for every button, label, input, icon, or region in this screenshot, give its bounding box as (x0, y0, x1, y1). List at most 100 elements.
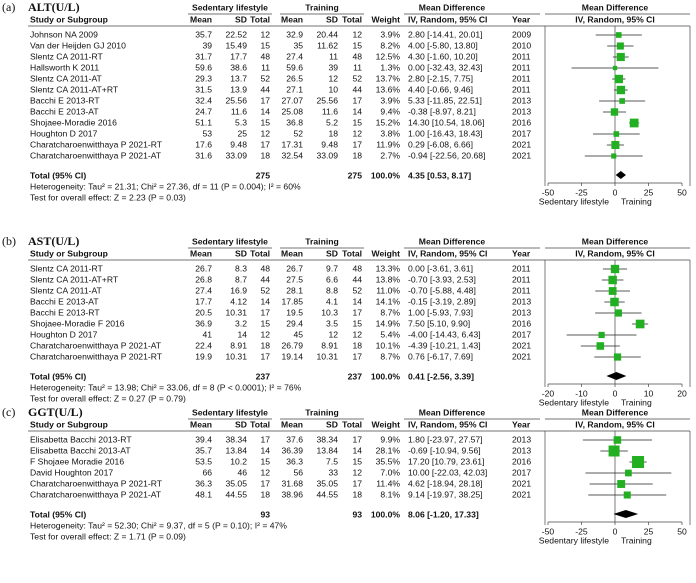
cell: 56 (293, 467, 303, 477)
cell: 18 (260, 340, 270, 350)
study-name: Shojaee-Moradie 2016 (30, 117, 117, 127)
cell: 17 (260, 434, 270, 444)
study-marker (610, 264, 620, 274)
year: 2011 (512, 51, 531, 61)
column-header: Study or Subgroup (30, 419, 108, 429)
ci-label: 4.62 [-18.94, 28.18] (408, 478, 483, 488)
cell: 27.4 (195, 285, 212, 295)
weight: 3.9% (380, 29, 400, 39)
cell: 18 (352, 150, 362, 160)
cell: 18 (260, 150, 270, 160)
cell: 14 (260, 445, 270, 455)
cell: 33.09 (316, 150, 338, 160)
study-marker (611, 140, 620, 150)
study-name: Shojaee-Moradie F 2016 (30, 318, 125, 328)
x-tick-label: 10 (644, 388, 654, 398)
study-marker (610, 297, 619, 307)
pooled-label: 8.06 [-1.20, 17.33] (408, 509, 479, 519)
cell: 4.1 (326, 296, 338, 306)
cell: 38.6 (230, 62, 247, 72)
cell: 15 (260, 318, 270, 328)
weight: 3.8% (380, 128, 400, 138)
x-tick-label: 20 (677, 388, 687, 398)
weight: 3.9% (380, 95, 400, 105)
cell: 27.07 (281, 95, 303, 105)
cell: 26.79 (281, 340, 303, 350)
study-name: Slentz CA 2011-AT+RT (30, 84, 119, 94)
cell: 17 (260, 478, 270, 488)
cell: 5.2 (326, 117, 338, 127)
cell: 27.4 (286, 51, 303, 61)
ci-label: 17.20 [10.79, 23.61] (408, 456, 484, 466)
year: 2013 (512, 445, 531, 455)
group-header: Sedentary lifestyle (192, 2, 268, 12)
cell: 12 (352, 29, 362, 39)
cell: 39.4 (195, 434, 212, 444)
total-n: 93 (352, 509, 362, 519)
column-header: Weight (372, 14, 401, 24)
ci-label: 10.00 [-22.03, 42.03] (408, 467, 487, 477)
study-name: Charatcharoenwitthaya P 2021-RT (30, 478, 163, 488)
cell: 6.6 (326, 274, 338, 284)
cell: 48 (260, 263, 270, 273)
cell: 14 (237, 329, 247, 339)
column-header: IV, Random, 95% CI (408, 248, 487, 258)
cell: 25.08 (281, 106, 303, 116)
cell: 35.7 (195, 445, 212, 455)
weight: 11.0% (376, 285, 400, 295)
column-header: IV, Random, 95% CI (408, 14, 487, 24)
column-header: Total (342, 14, 362, 24)
cell: 31.68 (281, 478, 303, 488)
ci-label: 14.30 [10.54, 18.06] (408, 117, 484, 127)
x-axis-label: Sedentary lifestyle (539, 397, 609, 407)
study-marker (608, 287, 617, 295)
ci-label: 0.00 [-32.43, 32.43] (408, 62, 483, 72)
heterogeneity: Heterogeneity: Tau² = 52.30; Chi² = 9.37… (30, 520, 287, 530)
ci-label: 7.50 [5.10, 9.90] (408, 318, 470, 328)
cell: 53.5 (195, 456, 212, 466)
study-marker (635, 319, 645, 329)
cell: 29.4 (286, 318, 303, 328)
column-header: Total (250, 419, 270, 429)
cell: 26.5 (286, 73, 303, 83)
year: 2013 (512, 434, 531, 444)
plot-subheader: IV, Random, 95% CI (575, 14, 654, 24)
cell: 12 (352, 329, 362, 339)
cell: 32.54 (281, 150, 303, 160)
cell: 44 (260, 84, 270, 94)
cell: 9.48 (321, 139, 338, 149)
heterogeneity: Heterogeneity: Tau² = 13.98; Chi² = 33.0… (30, 382, 302, 392)
study-name: Charatcharoenwitthaya P 2021-RT (30, 351, 163, 361)
weight: 12.5% (376, 51, 401, 61)
cell: 35.05 (225, 478, 247, 488)
cell: 17 (352, 351, 362, 361)
year: 2013 (512, 296, 531, 306)
total-weight: 100.0% (371, 371, 401, 381)
total-n: 93 (260, 509, 270, 519)
study-marker (611, 153, 617, 159)
cell: 48 (352, 51, 362, 61)
cell: 9.48 (230, 139, 247, 149)
pooled-diamond (615, 171, 626, 179)
cell: 25.56 (225, 95, 247, 105)
study-name: Slentz CA 2011-AT (30, 285, 103, 295)
weight: 28.1% (376, 445, 401, 455)
x-tick-label: 0 (613, 388, 618, 398)
cell: 15 (352, 318, 362, 328)
cell: 12 (328, 73, 338, 83)
column-header: Total (342, 419, 362, 429)
md-header: Mean Difference (419, 2, 486, 12)
study-name: Slentz CA 2011-AT (30, 73, 103, 83)
column-header: SD (326, 14, 338, 24)
cell: 12 (260, 467, 270, 477)
year: 2011 (512, 73, 531, 83)
cell: 17.31 (281, 139, 303, 149)
study-marker (613, 353, 622, 361)
x-axis-label: Sedentary lifestyle (539, 535, 609, 545)
cell: 10.31 (316, 351, 338, 361)
cell: 22.52 (225, 29, 247, 39)
cell: 24.7 (195, 106, 212, 116)
study-marker (613, 131, 620, 137)
study-marker (616, 52, 625, 62)
study-name: Johnson NA 2009 (30, 29, 98, 39)
